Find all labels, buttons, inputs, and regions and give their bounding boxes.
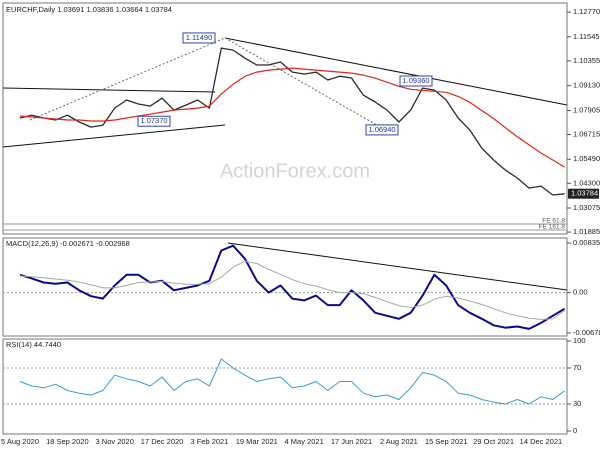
x-tick-label: 14 Dec 2021 [520,437,563,446]
y-tick-label: 1.10355 [573,56,600,65]
price-label-box [182,32,216,44]
price-label-box [137,115,171,127]
y-tick-label: 70 [573,363,581,372]
y-tick-label: 1.09130 [573,81,600,90]
last-price-label: 1.03784 [571,189,598,198]
y-tick-label: 0 [573,426,577,435]
y-tick-label: 100 [573,336,586,345]
fe-label: FE 161.8 [539,224,566,231]
x-tick-label: 19 Mar 2021 [236,437,278,446]
y-tick-label: 1.06715 [573,129,600,138]
y-tick-label: 1.03075 [573,203,600,212]
x-tick-label: 3 Feb 2021 [190,437,228,446]
x-tick-label: 18 Sep 2020 [46,437,89,446]
x-tick-label: 4 May 2021 [285,437,324,446]
macd-panel [2,237,568,337]
series-line [19,260,565,320]
panel-title: EURCHF,Daily 1.03691 1.03836 1.03664 1.0… [6,5,172,14]
descending-trendline [224,37,568,106]
x-tick-label: 29 Oct 2021 [473,437,514,446]
series-line [19,244,566,330]
price-label: 1.11490 [186,33,213,42]
price-label: 1.09360 [402,76,429,85]
series-line [19,358,565,405]
y-tick-label: 1.04300 [573,178,600,187]
triangle-upper-line [2,87,216,93]
price-label-box [399,75,433,87]
y-tick-label: 30 [573,399,581,408]
macd-trendline [227,242,568,291]
y-tick-label: 1.11545 [573,32,600,41]
y-tick-label: 0.008353 [573,238,600,247]
price-label: 1.07370 [140,116,167,125]
y-tick-label: 1.05490 [573,154,600,163]
y-tick-label: 1.07905 [573,105,600,114]
x-tick-label: 3 Nov 2020 [96,437,134,446]
watermark: ActionForex.com [220,160,370,182]
last-price-box [568,188,599,199]
price-panel [2,2,568,235]
triangle-lower-line [2,124,226,148]
dashed-channel-line [29,37,226,121]
panel-title: RSI(14) 44.7440 [6,340,61,349]
panel-title: MACD(12,26,9) -0.002671 -0.002968 [6,239,130,248]
x-tick-label: 17 Dec 2020 [141,437,184,446]
series-line [19,47,565,196]
y-tick-label: 1.12770 [573,7,600,16]
fe-label: FE 61.8 [542,218,565,225]
price-label: 1.06940 [368,125,395,134]
price-label-box [365,124,399,136]
x-tick-label: 5 Aug 2020 [1,437,39,446]
series-line [19,67,565,168]
y-tick-label: 1.01885 [573,227,600,236]
x-tick-label: 17 Jun 2021 [331,437,372,446]
y-tick-label: -0.006788 [573,328,600,337]
x-tick-label: 2 Aug 2021 [380,437,418,446]
rsi-panel [2,338,568,435]
x-tick-label: 15 Sep 2021 [425,437,468,446]
y-tick-label: 0.00 [573,288,588,297]
